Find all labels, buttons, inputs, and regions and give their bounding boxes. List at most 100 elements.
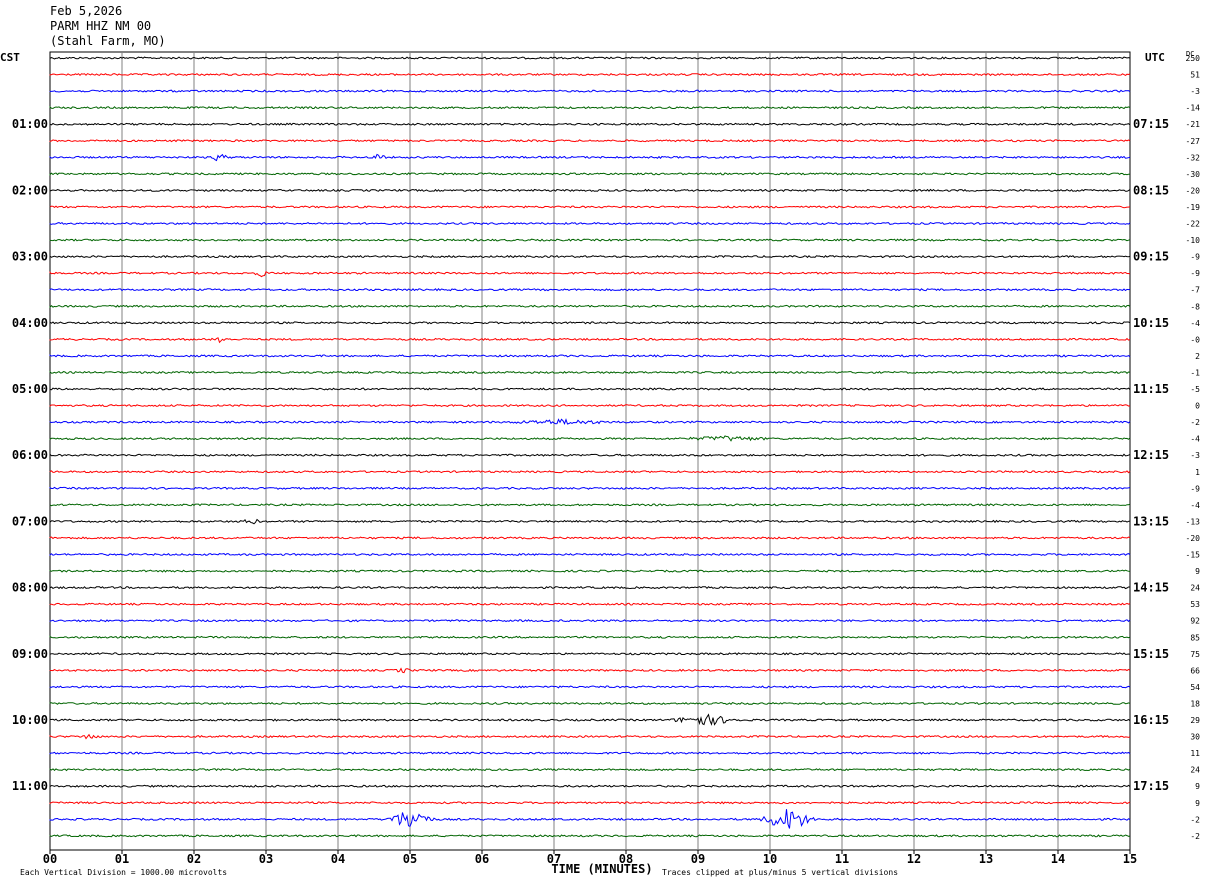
trace-line: [49, 139, 1131, 143]
trace-line: [49, 403, 1131, 408]
dc-value: -0: [1190, 335, 1200, 344]
trace-line: [49, 435, 1131, 442]
scale-note: Each Vertical Division = 1000.00 microvo…: [20, 868, 227, 877]
dc-value: 30: [1190, 733, 1200, 742]
dc-value: -13: [1186, 517, 1201, 526]
dc-label: DC: [1186, 50, 1194, 58]
x-tick-label: 00: [43, 852, 57, 866]
trace-line: [49, 453, 1131, 457]
dc-value: -8: [1190, 302, 1200, 311]
x-tick-label: 03: [259, 852, 273, 866]
left-hour-label: 08:00: [12, 581, 48, 595]
trace-line: [49, 188, 1131, 192]
right-hour-label: 07:15: [1133, 117, 1169, 131]
right-hour-label: 12:15: [1133, 448, 1169, 462]
trace-line: [49, 768, 1131, 772]
trace-line: [49, 834, 1131, 838]
trace-line: [49, 751, 1131, 755]
dc-value: 85: [1190, 633, 1200, 642]
dc-value: -9: [1190, 484, 1200, 493]
dc-value: -30: [1186, 170, 1201, 179]
clip-note: Traces clipped at plus/minus 5 vertical …: [662, 868, 898, 877]
trace-line: [49, 635, 1131, 639]
left-hour-label: 10:00: [12, 713, 48, 727]
left-hour-label: 11:00: [12, 779, 48, 793]
dc-value: -1: [1190, 368, 1200, 377]
trace-line: [49, 122, 1131, 126]
dc-value: 1: [1195, 468, 1200, 477]
trace-line: [49, 602, 1131, 606]
trace-line: [49, 238, 1131, 242]
dc-value: -20: [1186, 534, 1201, 543]
trace-line: [49, 105, 1131, 110]
x-tick-label: 01: [115, 852, 129, 866]
dc-value: -32: [1186, 153, 1201, 162]
dc-value: -2: [1190, 418, 1200, 427]
dc-value: 250: [1186, 54, 1201, 63]
trace-line: [49, 337, 1131, 344]
dc-value: -2: [1190, 832, 1200, 841]
x-axis-label: TIME (MINUTES): [551, 862, 652, 876]
left-hour-label: 01:00: [12, 117, 48, 131]
trace-line: [49, 701, 1131, 706]
trace-line: [49, 801, 1131, 805]
dc-value: -3: [1190, 451, 1200, 460]
dc-value: -10: [1186, 236, 1201, 245]
dc-value: -22: [1186, 220, 1201, 229]
trace-line: [49, 552, 1131, 557]
trace-line: [49, 733, 1131, 740]
dc-value: -14: [1186, 104, 1201, 113]
x-tick-label: 14: [1051, 852, 1065, 866]
trace-line: [49, 321, 1131, 325]
x-tick-label: 04: [331, 852, 345, 866]
dc-value: 75: [1190, 650, 1200, 659]
plot-frame: [49, 51, 1131, 851]
trace-line: [49, 619, 1131, 623]
dc-value: -4: [1190, 501, 1200, 510]
header-station: PARM HHZ NM 00: [50, 19, 152, 33]
trace-line: [49, 518, 1131, 525]
dc-value: 51: [1190, 71, 1200, 80]
trace-line: [49, 809, 1131, 829]
right-hour-label: 13:15: [1133, 514, 1169, 528]
trace-line: [49, 685, 1131, 689]
dc-value: 2: [1195, 352, 1200, 361]
dc-value: -2: [1190, 815, 1200, 824]
trace-line: [49, 569, 1131, 573]
left-hour-label: 07:00: [12, 514, 48, 528]
right-hour-label: 11:15: [1133, 382, 1169, 396]
dc-value: 9: [1195, 782, 1200, 791]
dc-value: 24: [1190, 766, 1200, 775]
dc-value: 24: [1190, 584, 1200, 593]
trace-line: [49, 254, 1131, 259]
x-tick-label: 02: [187, 852, 201, 866]
trace-line: [49, 221, 1131, 226]
dc-value: -21: [1186, 120, 1201, 129]
x-tick-label: 10: [763, 852, 777, 866]
trace-line: [49, 288, 1131, 292]
dc-value: -9: [1190, 253, 1200, 262]
trace-line: [49, 89, 1131, 93]
dc-value: 66: [1190, 666, 1200, 675]
left-timezone-label: CST: [0, 51, 20, 64]
dc-value: -20: [1186, 186, 1201, 195]
right-hour-label: 16:15: [1133, 713, 1169, 727]
left-hour-label: 04:00: [12, 316, 48, 330]
x-tick-label: 05: [403, 852, 417, 866]
dc-value: -7: [1190, 286, 1200, 295]
dc-value: -3: [1190, 87, 1200, 96]
dc-value: 9: [1195, 567, 1200, 576]
dc-value: 18: [1190, 699, 1200, 708]
left-hour-label: 09:00: [12, 647, 48, 661]
right-hour-label: 09:15: [1133, 250, 1169, 264]
x-tick-label: 12: [907, 852, 921, 866]
left-hour-label: 06:00: [12, 448, 48, 462]
dc-value: -9: [1190, 269, 1200, 278]
trace-line: [49, 354, 1131, 358]
dc-value: -4: [1190, 319, 1200, 328]
dc-value: -5: [1190, 385, 1200, 394]
trace-line: [49, 56, 1131, 60]
trace-line: [49, 667, 1131, 674]
dc-value: 29: [1190, 716, 1200, 725]
